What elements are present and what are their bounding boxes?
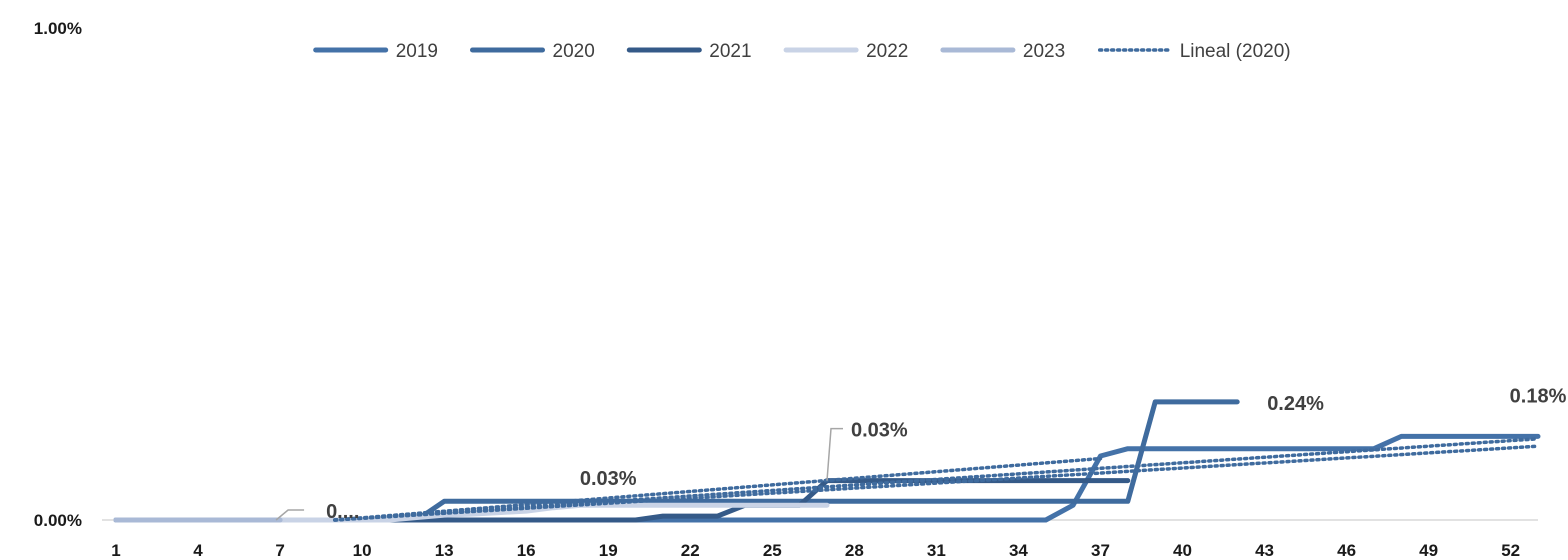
legend-label: 2023 <box>1023 41 1065 62</box>
x-tick-label: 28 <box>845 541 864 560</box>
y-tick-label: 1.00% <box>34 19 82 38</box>
axis-layer: 0.00% 1.00% 1 4 7 10 13 16 19 22 25 28 31 34 37 40 43 46 4… <box>34 19 1538 560</box>
data-label: 0.24% <box>1267 393 1324 415</box>
y-tick-label: 0.00% <box>34 511 82 530</box>
x-tick-label: 43 <box>1255 541 1274 560</box>
x-tick-label: 37 <box>1091 541 1110 560</box>
x-tick-label: 13 <box>435 541 454 560</box>
series-line-trend-7 <box>333 456 1103 522</box>
data-label-leader <box>826 427 843 481</box>
x-tick-label: 19 <box>599 541 618 560</box>
series-layer <box>113 399 1541 523</box>
x-tick-label: 40 <box>1173 541 1192 560</box>
legend-label: 2022 <box>866 41 908 62</box>
x-tick-label: 10 <box>353 541 372 560</box>
data-label: 0.... <box>326 501 359 523</box>
x-tick-label: 1 <box>111 541 120 560</box>
x-tick-label: 22 <box>681 541 700 560</box>
legend-label: 2021 <box>709 41 751 62</box>
legend-label: Lineal (2020) <box>1180 41 1291 62</box>
data-label: 0.03% <box>580 468 637 490</box>
x-tick-label: 46 <box>1337 541 1356 560</box>
data-label: 0.03% <box>851 420 908 442</box>
data-label: 0.18% <box>1510 385 1567 407</box>
data-label-leader <box>275 509 305 521</box>
legend: 2019 2020 2021 2022 2023 Lineal (2020) <box>313 41 1291 62</box>
series-line-trend-6 <box>333 444 1540 522</box>
x-tick-label: 34 <box>1009 541 1028 560</box>
legend-label: 2020 <box>553 41 595 62</box>
x-tick-label: 52 <box>1501 541 1520 560</box>
label-layer: 0.18% 0.24% 0.03% 0.03% 0.... <box>275 385 1567 523</box>
x-tick-label: 25 <box>763 541 782 560</box>
x-tick-label: 4 <box>193 541 203 560</box>
legend-label: 2019 <box>396 41 438 62</box>
x-tick-label: 49 <box>1419 541 1438 560</box>
x-tick-label: 7 <box>275 541 284 560</box>
x-tick-label: 16 <box>517 541 536 560</box>
x-tick-label: 31 <box>927 541 946 560</box>
